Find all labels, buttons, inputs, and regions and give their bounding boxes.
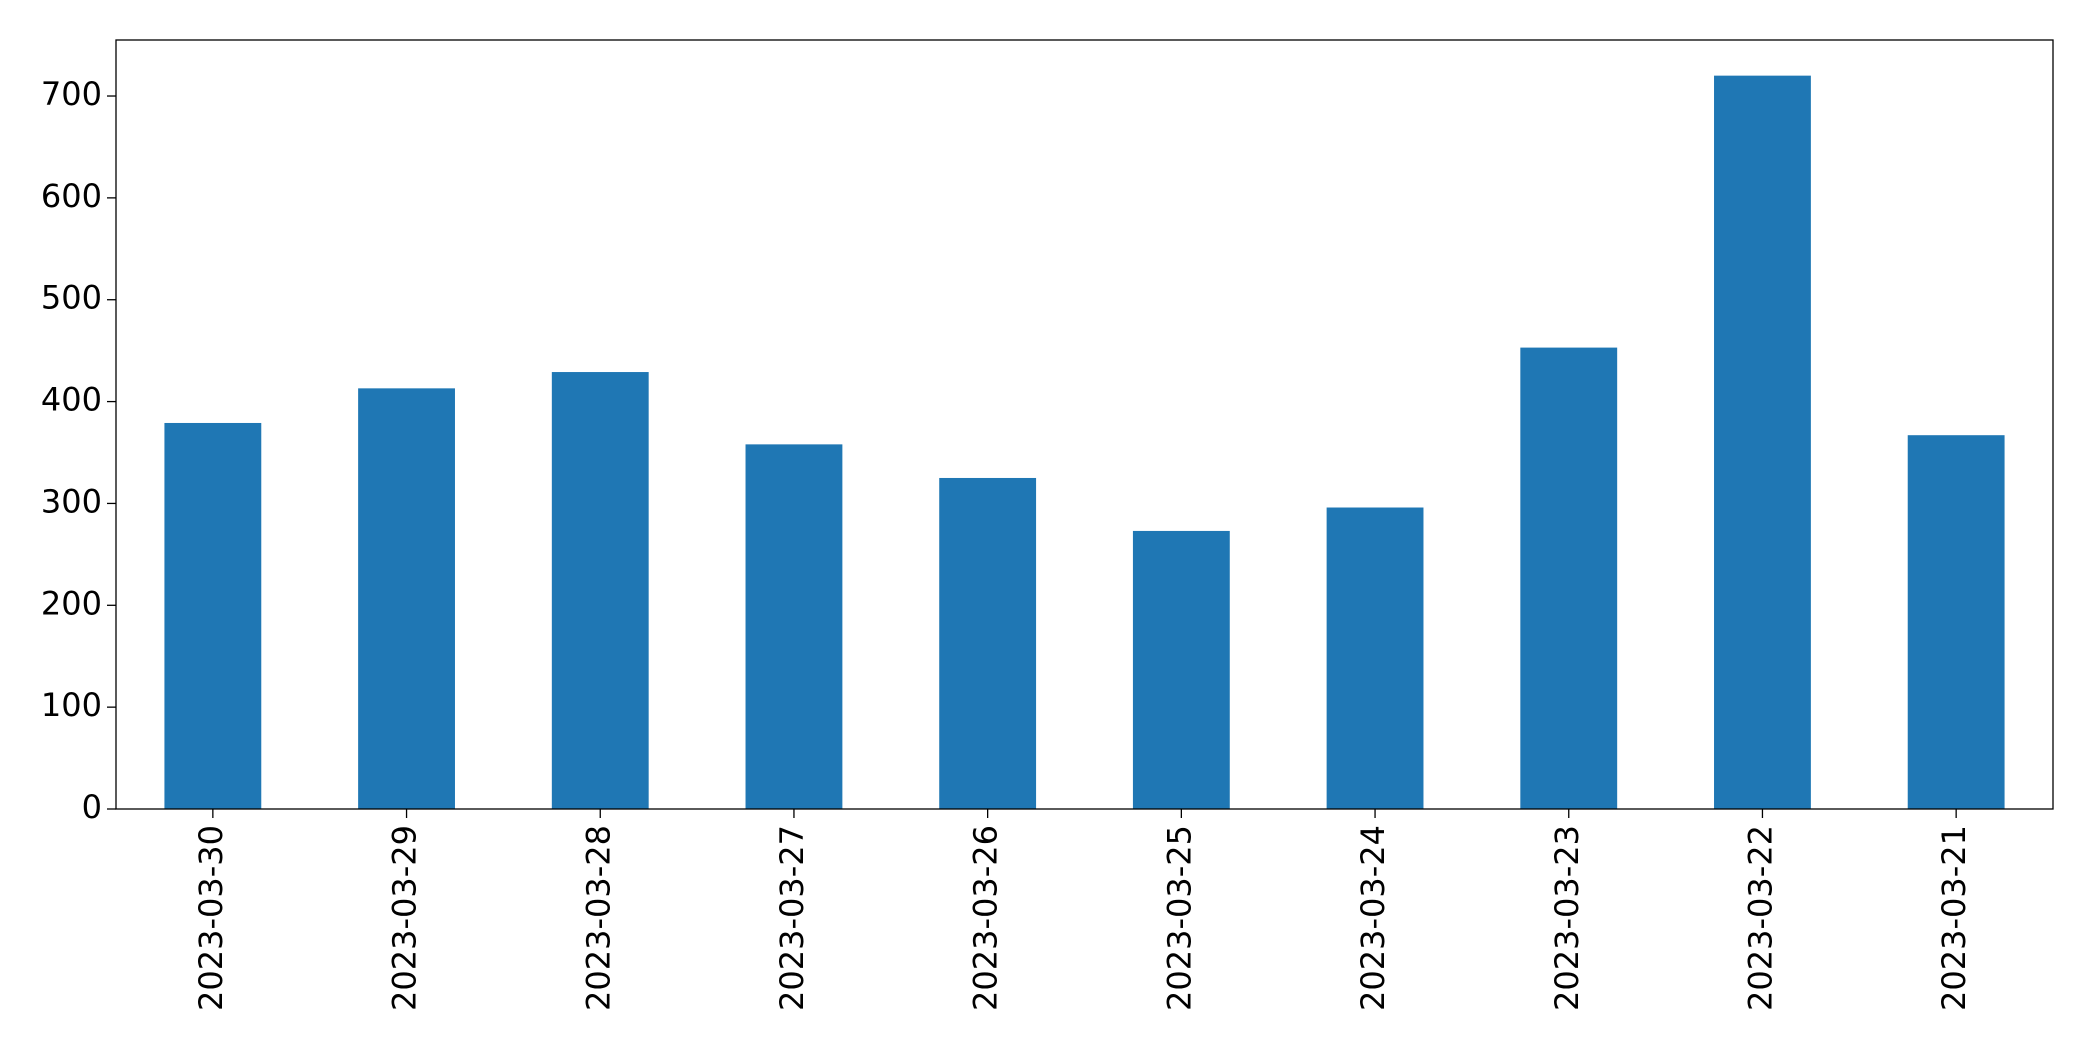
- plot-frame: [115, 39, 2054, 810]
- x-tick-label: 2023-03-25: [1160, 825, 1198, 1011]
- bar: [1714, 75, 1811, 810]
- y-tick-label: 700: [41, 75, 102, 113]
- x-tick-label: 2023-03-22: [1741, 825, 1779, 1011]
- bar: [939, 477, 1037, 809]
- bar: [551, 372, 649, 809]
- y-tick-label: 600: [41, 177, 102, 215]
- bar: [358, 388, 455, 809]
- y-tick-label: 500: [41, 279, 102, 317]
- bar: [1132, 530, 1230, 809]
- bar: [164, 422, 262, 809]
- x-tick-label: 2023-03-27: [773, 825, 811, 1011]
- x-tick-label: 2023-03-26: [967, 825, 1005, 1011]
- y-tick-label: 100: [41, 686, 102, 724]
- x-tick-label: 2023-03-30: [192, 825, 230, 1011]
- bar: [1520, 347, 1618, 809]
- x-tick-label: 2023-03-23: [1548, 825, 1586, 1011]
- x-tick-label: 2023-03-21: [1935, 825, 1973, 1011]
- y-tick-label: 0: [82, 788, 102, 826]
- y-tick-label: 400: [41, 381, 102, 419]
- y-tick-label: 300: [41, 482, 102, 520]
- x-tick-label: 2023-03-24: [1354, 825, 1392, 1011]
- y-tick-label: 200: [41, 584, 102, 622]
- x-tick-label: 2023-03-28: [579, 825, 617, 1011]
- x-tick-label: 2023-03-29: [386, 825, 424, 1011]
- bar: [1326, 507, 1424, 809]
- bar: [745, 444, 843, 809]
- bar: [1907, 435, 2005, 809]
